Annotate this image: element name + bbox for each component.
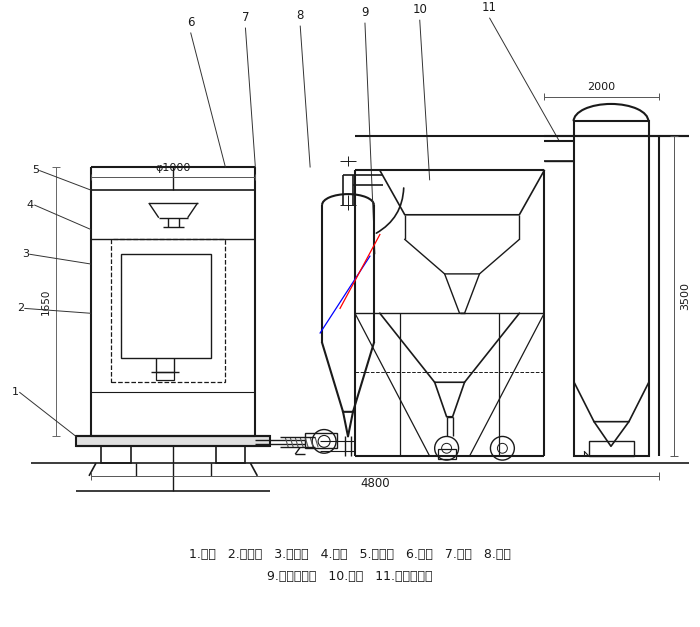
Bar xyxy=(305,433,337,448)
Bar xyxy=(589,441,634,456)
Text: 6: 6 xyxy=(187,16,195,29)
Bar xyxy=(111,240,225,382)
Bar xyxy=(101,446,131,463)
Text: 9.旋风分离器   10.支架   11.布袋除尘器: 9.旋风分离器 10.支架 11.布袋除尘器 xyxy=(267,570,433,583)
Text: 3: 3 xyxy=(22,249,29,259)
Text: 8: 8 xyxy=(297,9,304,23)
Text: φ1000: φ1000 xyxy=(155,164,190,174)
Text: 2000: 2000 xyxy=(587,82,615,92)
Polygon shape xyxy=(149,203,197,218)
Bar xyxy=(216,446,246,463)
Text: 2: 2 xyxy=(17,303,24,314)
Text: 5: 5 xyxy=(32,166,38,176)
Bar xyxy=(574,121,649,456)
Text: 7: 7 xyxy=(241,11,249,24)
Text: 11: 11 xyxy=(482,1,497,14)
Text: 4800: 4800 xyxy=(360,477,390,490)
Text: 9: 9 xyxy=(361,6,369,19)
Bar xyxy=(121,254,211,357)
Text: 1: 1 xyxy=(12,387,19,397)
Text: 4: 4 xyxy=(27,200,34,210)
Bar xyxy=(76,436,270,446)
Bar xyxy=(438,450,456,459)
Text: 10: 10 xyxy=(412,3,427,16)
Text: 3500: 3500 xyxy=(680,282,691,310)
Text: 1650: 1650 xyxy=(41,288,51,315)
Text: 1.底座   2.回风道   3.激振器   4.筛网   5.进料斗   6.风机   7.绞龙   8.料仓: 1.底座 2.回风道 3.激振器 4.筛网 5.进料斗 6.风机 7.绞龙 8.… xyxy=(189,548,511,561)
Bar xyxy=(156,372,174,381)
